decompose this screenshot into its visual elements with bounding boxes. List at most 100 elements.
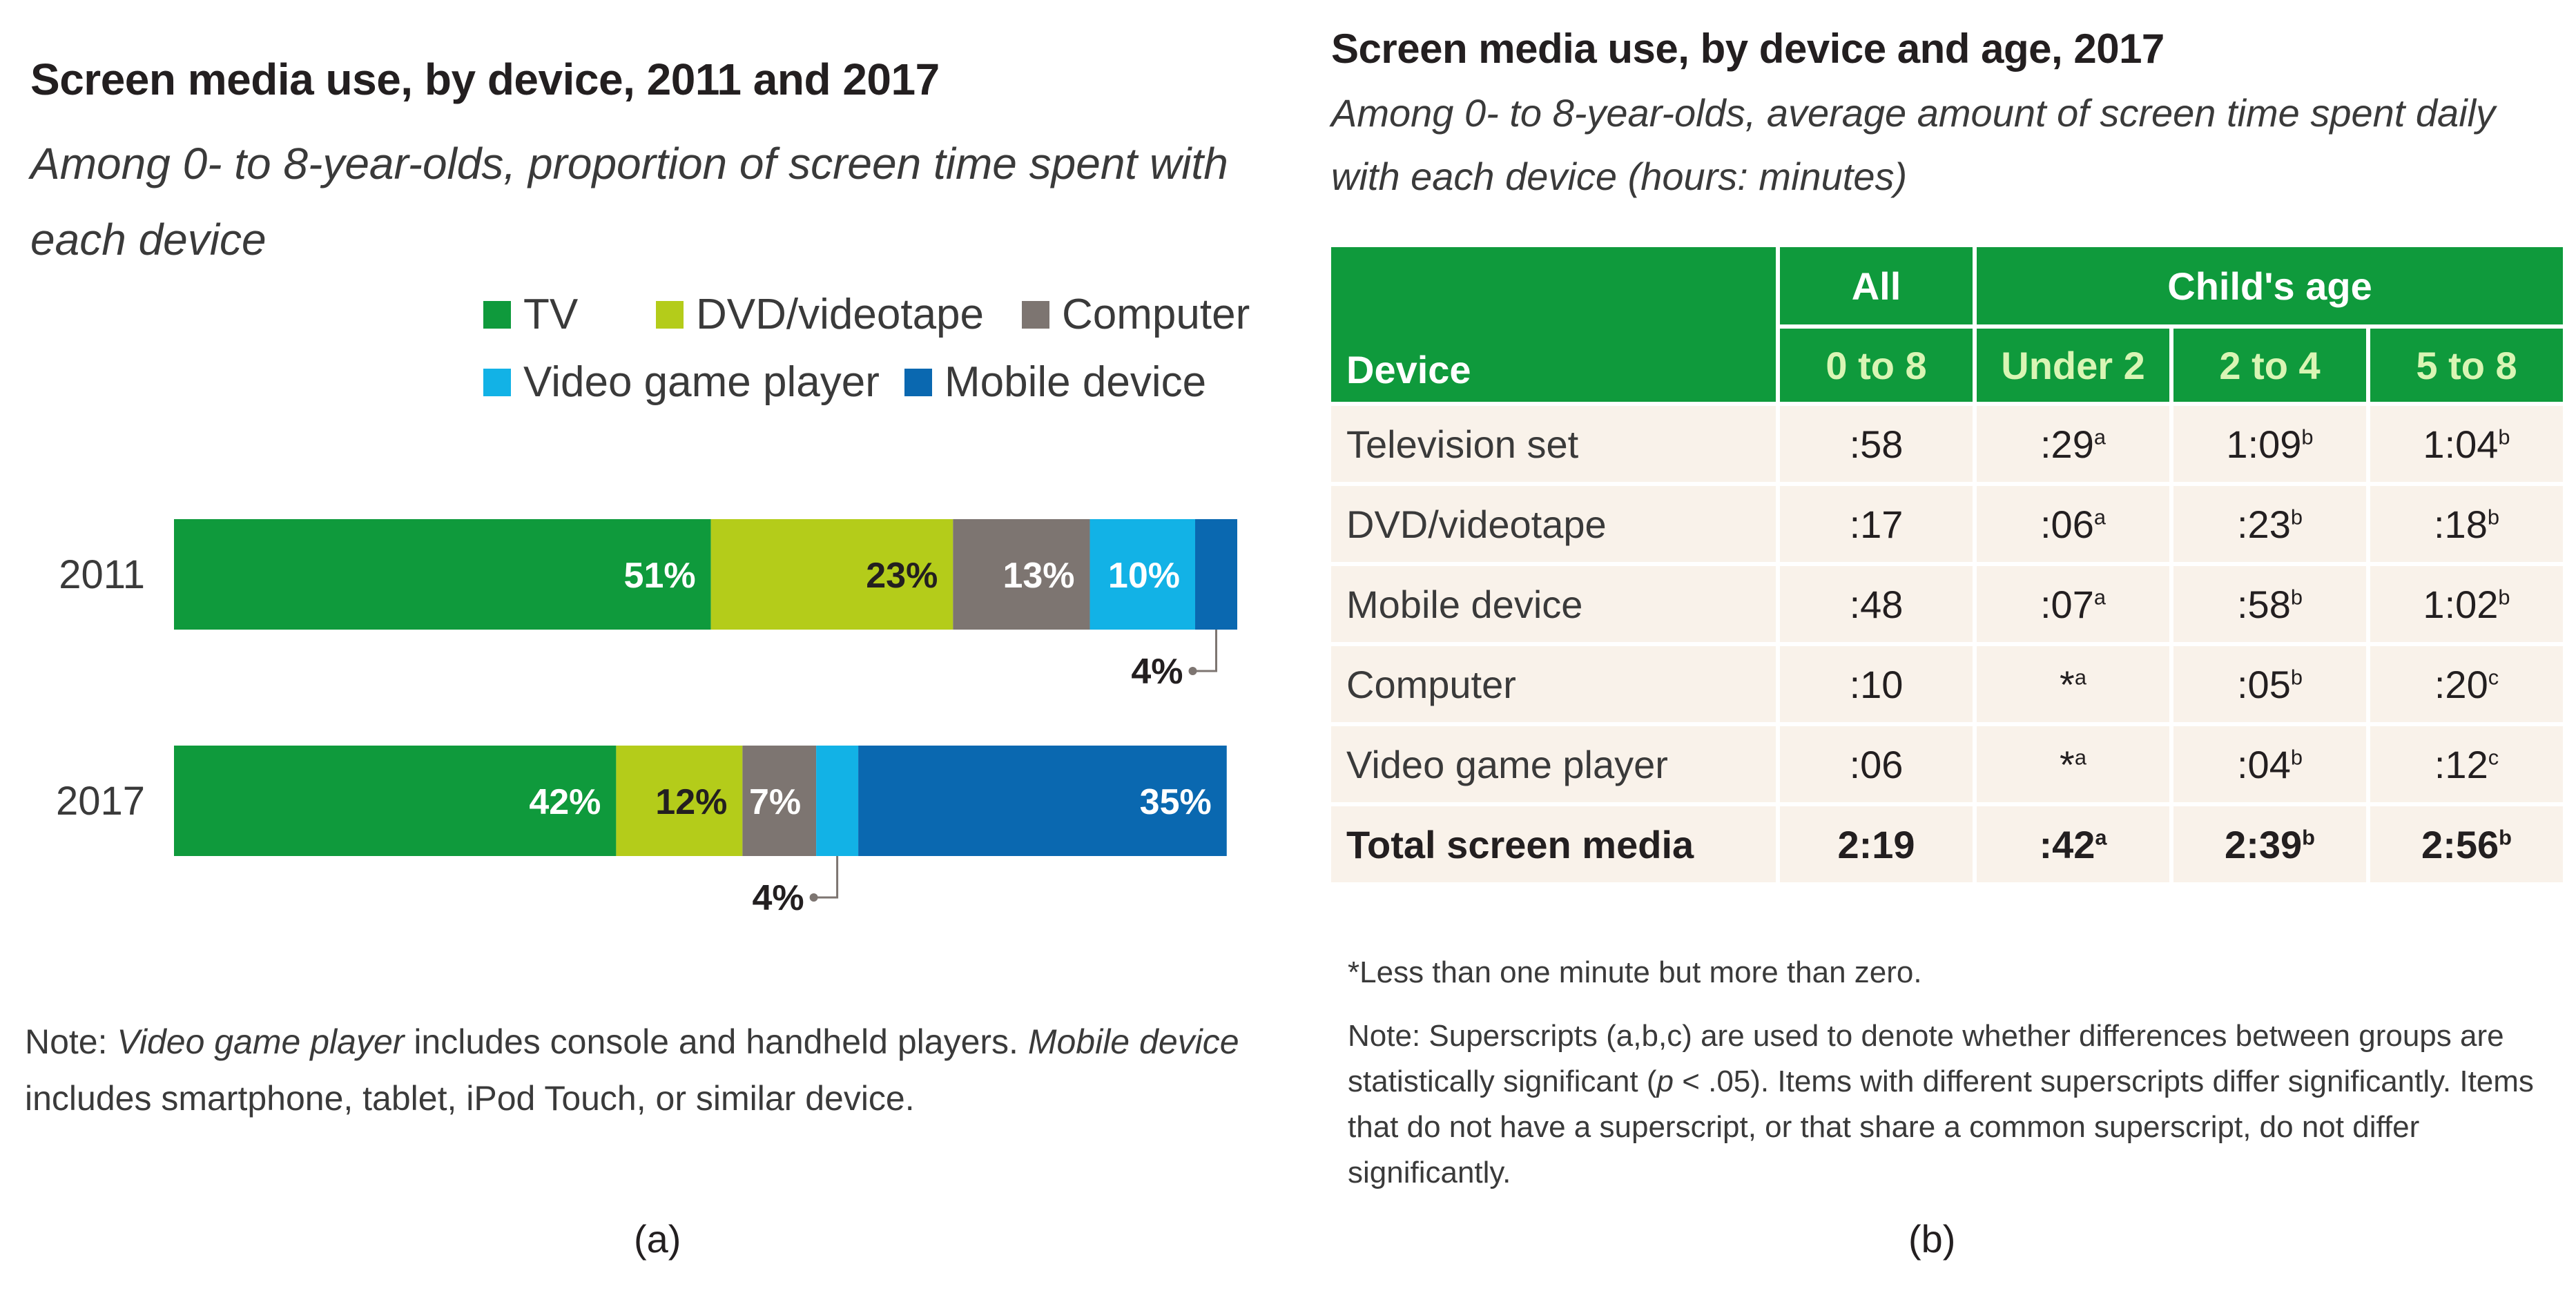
table-cell: 2:39b <box>2169 802 2370 886</box>
chart-legend: TV DVD/videotape Computer Video game pla… <box>483 290 1277 428</box>
legend-label-mobile: Mobile device <box>945 358 1207 406</box>
legend-swatch-tv <box>483 300 511 329</box>
table-subtitle: Among 0- to 8-year-olds, average amount … <box>1331 91 2496 198</box>
cell-value: 2:39 <box>2225 822 2303 866</box>
significance-superscript: a <box>2095 824 2107 849</box>
significance-superscript: b <box>2487 504 2499 529</box>
legend-item-dvd: DVD/videotape <box>656 290 984 339</box>
table-cell: :29a <box>1973 402 2173 486</box>
bar-2017-dvd-videotape <box>616 746 743 856</box>
table-cell: :12c <box>2366 722 2567 806</box>
device-name: Television set <box>1327 402 1780 486</box>
note-term-mobile: Mobile device <box>1027 1022 1239 1061</box>
cell-value: :18 <box>2434 502 2488 546</box>
device-name: Mobile device <box>1327 562 1780 646</box>
note-term-video-game: Video game player <box>117 1022 405 1061</box>
header-col-0-to-8: 0 to 8 <box>1776 324 1977 406</box>
bar-value-label: 51% <box>624 556 696 596</box>
callout-leader-line <box>1192 630 1218 672</box>
cell-value: 2:56 <box>2421 822 2499 866</box>
significance-superscript: b <box>2290 744 2303 769</box>
table-cell: :42a <box>1973 802 2173 886</box>
table-row: Video game player:06 *a:04b:12c <box>1327 722 2567 806</box>
category-label-2017: 2017 <box>56 779 145 824</box>
chart-title: Screen media use, by device, 2011 and 20… <box>30 55 940 104</box>
significance-superscript: a <box>2093 504 2106 529</box>
cell-value: :42 <box>2039 822 2095 866</box>
bar-2011-video-game-player <box>1090 519 1196 630</box>
cell-value: :17 <box>1849 502 1904 546</box>
callout-leader-line <box>813 856 839 899</box>
table-cell: :04b <box>2169 722 2370 806</box>
legend-item-video-game: Video game player <box>483 358 880 407</box>
significance-superscript: a <box>2074 664 2086 689</box>
cell-value: :29 <box>2040 422 2094 466</box>
bar-value-label: 35% <box>1140 782 1212 822</box>
cell-value: 1:02 <box>2423 582 2499 626</box>
panel-a: Screen media use, by device, 2011 and 20… <box>0 0 1263 1302</box>
cell-value: 1:04 <box>2423 422 2499 466</box>
note-mid: includes console and handheld players. <box>404 1022 1028 1061</box>
table-row: Mobile device:48:07a:58b 1:02b <box>1327 562 2567 646</box>
table-cell: :05b <box>2169 642 2370 726</box>
note-end: includes smartphone, tablet, iPod Touch,… <box>25 1079 915 1118</box>
bar-value-label: 10% <box>1108 556 1180 596</box>
cell-value: :12 <box>2434 742 2488 786</box>
significance-superscript: b <box>2498 424 2510 449</box>
cell-value: :58 <box>2237 582 2291 626</box>
legend-label-tv: TV <box>523 291 579 338</box>
header-col-5-to-8: 5 to 8 <box>2366 324 2567 406</box>
legend-item-computer: Computer <box>1022 290 1250 339</box>
cell-value: :10 <box>1849 662 1904 706</box>
chart-note: Note: Video game player includes console… <box>25 1013 1254 1127</box>
table-cell: *a <box>1973 722 2173 806</box>
bar-2011-tv <box>174 519 711 630</box>
bar-2011-dvd-videotape <box>710 519 953 630</box>
table-row-total: Total screen media 2:19:42a 2:39b 2:56b <box>1327 802 2567 886</box>
header-all: All <box>1776 243 1977 329</box>
legend-label-computer: Computer <box>1062 291 1250 338</box>
table-cell: :06 <box>1776 722 1977 806</box>
cell-value: :07 <box>2040 582 2094 626</box>
table-cell: :07a <box>1973 562 2173 646</box>
table-row: Computer :10 *a :05b:20c <box>1327 642 2567 726</box>
significance-superscript: b <box>2290 664 2303 689</box>
significance-superscript: b <box>2302 824 2315 849</box>
bar-2011-computer <box>953 519 1090 630</box>
bar-value-label: 23% <box>866 556 938 596</box>
cell-value: :06 <box>1849 742 1904 786</box>
cell-value: :04 <box>2237 742 2291 786</box>
bar-value-label: 12% <box>655 782 727 822</box>
legend-item-mobile: Mobile device <box>904 358 1206 407</box>
legend-label-video-game: Video game player <box>523 358 880 406</box>
table-row: Television set:58:29a 1:09b 1:04b <box>1327 402 2567 486</box>
significance-superscript: b <box>2290 504 2303 529</box>
legend-swatch-video-game <box>483 368 511 396</box>
table-cell: 2:56b <box>2366 802 2567 886</box>
note-prefix: Note: <box>25 1022 117 1061</box>
table-title: Screen media use, by device and age, 201… <box>1331 26 2165 72</box>
table-cell: :20c <box>2366 642 2567 726</box>
table-footnote: *Less than one minute but more than zero… <box>1348 955 1922 989</box>
bar-value-label: 42% <box>529 782 601 822</box>
table-cell: 1:02b <box>2366 562 2567 646</box>
significance-superscript: a <box>2093 584 2106 609</box>
significance-superscript: b <box>2499 824 2512 849</box>
cell-value: * <box>2060 662 2075 706</box>
cell-value: :06 <box>2040 502 2094 546</box>
significance-superscript: c <box>2488 744 2499 769</box>
cell-value: :58 <box>1849 422 1904 466</box>
significance-superscript: c <box>2488 664 2499 689</box>
table-row: DVD/videotape:17:06a:23b:18b <box>1327 482 2567 566</box>
note-b-p: p <box>1656 1065 1674 1098</box>
significance-superscript: a <box>2093 424 2106 449</box>
caption-b: (b) <box>1908 1217 1956 1261</box>
device-name: Total screen media <box>1327 802 1780 886</box>
note-b-suffix: < .05). Items with different superscript… <box>1348 1065 2534 1189</box>
significance-superscript: a <box>2074 744 2086 769</box>
table-body: Television set:58:29a 1:09b 1:04b DVD/video… <box>1327 402 2567 886</box>
cell-value: :23 <box>2237 502 2291 546</box>
bar-2017-tv <box>174 746 617 856</box>
device-name: Computer <box>1327 642 1780 726</box>
table-cell: :58 <box>1776 402 1977 486</box>
